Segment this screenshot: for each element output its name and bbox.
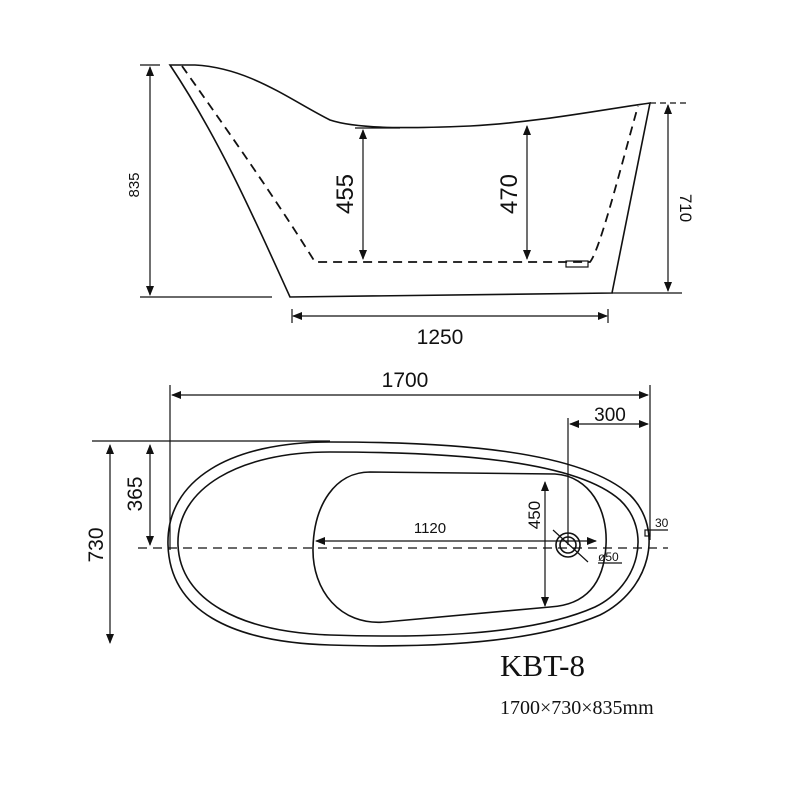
dim-overflow-gap: 30 xyxy=(655,516,669,530)
dim-overall-height: 835 xyxy=(126,172,143,197)
side-inner-profile xyxy=(181,65,639,263)
top-inner-rim xyxy=(177,451,639,637)
dim-depth-right: 470 xyxy=(496,174,523,214)
model-name: KBT-8 xyxy=(500,648,585,683)
dim-basin-length: 1120 xyxy=(414,520,446,537)
dim-overall-width: 730 xyxy=(85,527,108,562)
dim-drain-offset: 300 xyxy=(594,405,626,426)
dim-basin-width: 450 xyxy=(525,501,544,529)
side-outer-profile xyxy=(168,64,652,298)
dim-drain-diameter: ø50 xyxy=(598,550,619,564)
dim-depth-left: 455 xyxy=(332,174,359,214)
side-view: 835 455 470 710 1250 xyxy=(126,64,695,349)
dim-half-width: 365 xyxy=(124,476,147,511)
top-basin xyxy=(312,471,607,623)
drain-inner xyxy=(559,536,577,554)
dim-base-length: 1250 xyxy=(417,326,464,349)
drain-outer xyxy=(555,532,581,558)
dim-overall-length: 1700 xyxy=(382,369,429,392)
drain-fitting xyxy=(565,260,589,268)
top-view: 1700 300 365 730 1120 450 ø50 30 xyxy=(85,369,669,647)
model-dimensions: 1700×730×835mm xyxy=(500,697,654,719)
dim-rim-height: 710 xyxy=(676,194,695,222)
